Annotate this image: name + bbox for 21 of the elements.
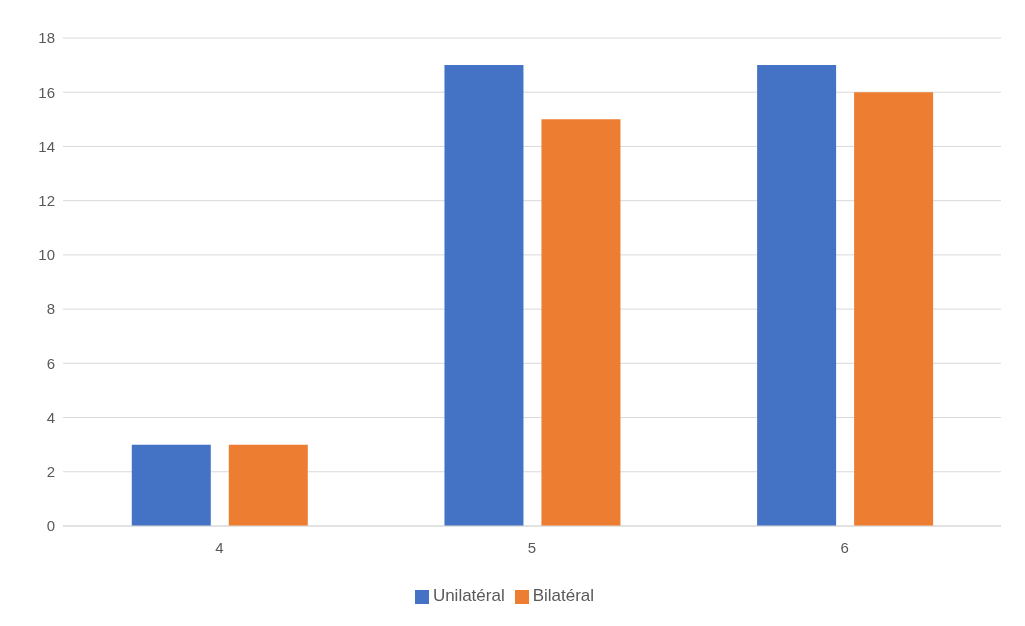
bar (131, 444, 211, 526)
legend-label: Unilatéral (432, 586, 505, 605)
y-tick-label: 12 (38, 191, 55, 209)
bar (541, 119, 621, 526)
y-tick-label: 18 (38, 29, 55, 47)
y-tick-label: 16 (38, 83, 55, 101)
bar (757, 65, 837, 526)
legend-label: Bilatéral (532, 586, 595, 605)
x-tick-label: 6 (840, 538, 849, 556)
y-tick-label: 8 (46, 300, 55, 318)
bar (444, 65, 524, 526)
y-tick-label: 6 (46, 354, 55, 372)
bar (854, 92, 934, 526)
y-tick-label: 14 (38, 137, 55, 155)
y-tick-label: 2 (46, 463, 55, 481)
bar (228, 444, 308, 526)
y-tick-label: 0 (46, 517, 55, 535)
y-tick-label: 4 (46, 408, 55, 426)
x-tick-label: 5 (527, 538, 537, 556)
y-tick-label: 10 (38, 246, 55, 264)
x-tick-label: 4 (215, 538, 224, 556)
